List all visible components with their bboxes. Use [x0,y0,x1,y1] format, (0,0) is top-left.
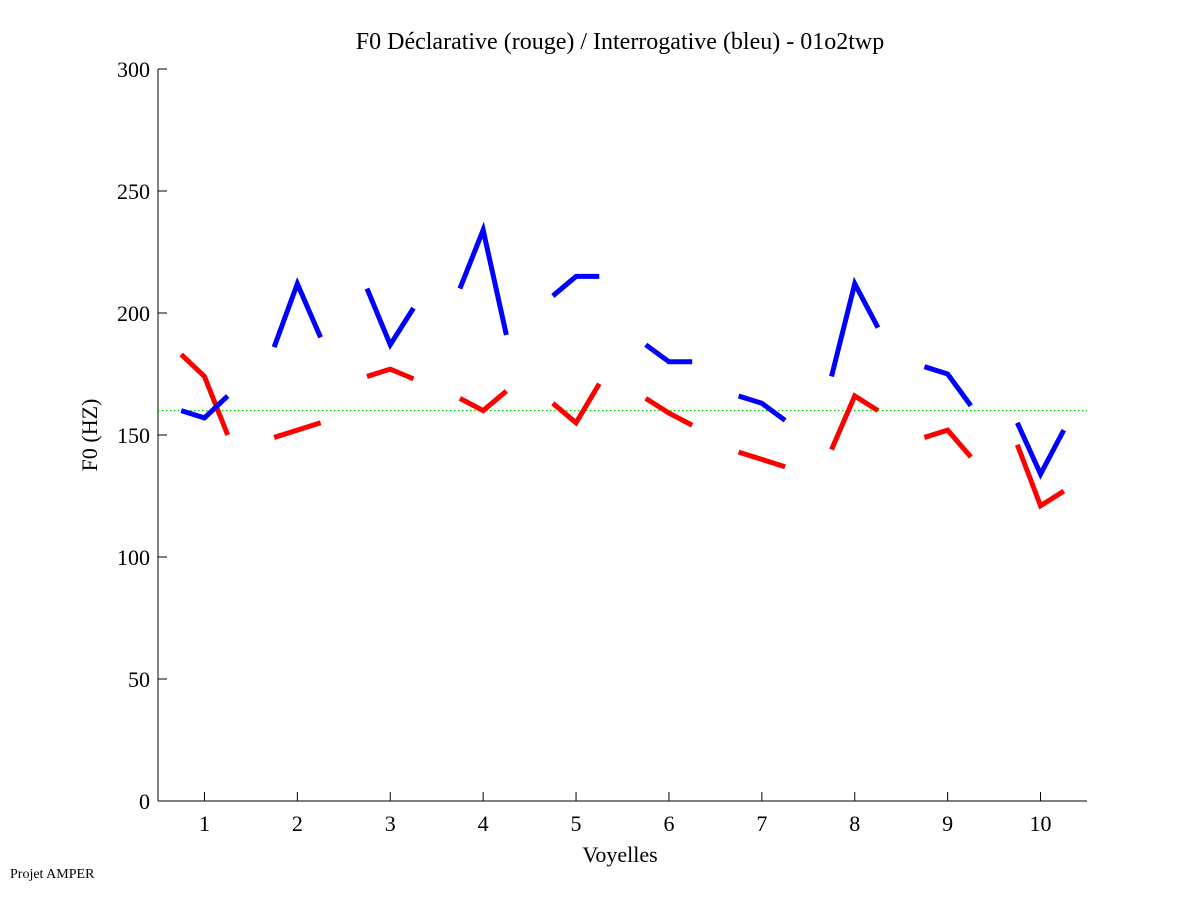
y-tick-label: 200 [117,301,150,326]
declarative-segment-6 [644,396,694,428]
declarative-segment-8 [829,392,880,451]
declarative-segment-4 [458,389,508,414]
declarative-segment-3 [366,366,415,382]
y-tick-label: 250 [117,179,150,204]
interrogative-segment-9 [923,364,973,408]
interrogative-segment-7 [737,393,787,423]
interrogative-segment-8 [829,276,881,378]
declarative-segment-1 [179,352,230,436]
declarative-segment-10 [1014,443,1066,510]
y-tick-label: 150 [117,423,150,448]
x-tick-label: 6 [663,811,674,836]
y-tick-label: 50 [128,667,150,692]
interrogative-segment-2 [271,276,323,349]
x-tick-label: 9 [942,811,953,836]
interrogative-segment-6 [644,342,693,365]
x-tick-label: 10 [1030,811,1052,836]
y-tick-label: 100 [117,545,150,570]
interrogative-segment-1 [180,394,230,421]
interrogative-segment-10 [1015,421,1066,480]
footer-text: Projet AMPER [10,867,95,882]
interrogative-segment-4 [457,221,509,336]
x-tick-label: 5 [571,811,582,836]
y-axis-label: F0 (HZ) [77,399,102,472]
declarative-segment-9 [923,427,973,459]
interrogative-segment-5 [551,273,600,298]
chart-title: F0 Déclarative (rouge) / Interrogative (… [356,29,884,55]
x-tick-label: 4 [478,811,489,836]
x-tick-label: 2 [292,811,303,836]
declarative-segment-7 [737,449,786,470]
declarative-segment-5 [551,382,602,427]
x-tick-label: 7 [756,811,767,836]
declarative-segment-2 [273,420,322,440]
x-tick-label: 1 [199,811,210,836]
x-axis-label: Voyelles [582,842,657,867]
interrogative-segment-3 [364,287,416,351]
plot-area [158,221,1087,510]
x-tick-label: 8 [849,811,860,836]
axes: 0 50 100 150 200 250 300 1 2 3 4 5 6 7 8 9 10 [117,57,1087,836]
x-tick-label: 3 [385,811,396,836]
y-tick-label: 0 [139,789,150,814]
y-tick-label: 300 [117,57,150,82]
